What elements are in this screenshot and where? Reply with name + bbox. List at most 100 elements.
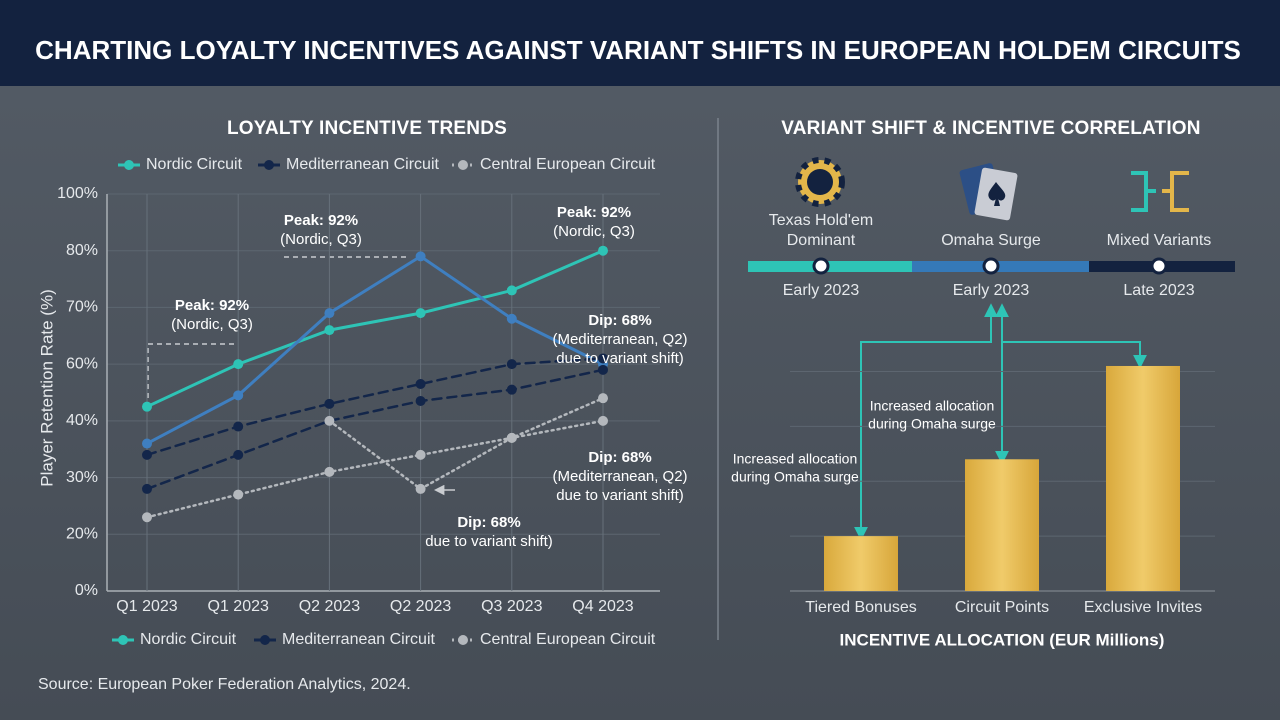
legend-label: Central European Circuit: [480, 156, 656, 173]
annotation-text: (Mediterranean, Q2): [552, 331, 687, 348]
cards-icon: [959, 163, 1018, 221]
annotation-text: (Nordic, Q3): [280, 231, 362, 248]
annotation-text: due to variant shift): [556, 350, 684, 367]
x-tick-label: Q2 2023: [390, 598, 451, 615]
y-tick-label: 100%: [57, 185, 98, 202]
data-point: [324, 466, 335, 477]
data-point: [233, 421, 244, 432]
x-tick-label: Q3 2023: [481, 598, 542, 615]
annotation-title: Dip: 68%: [457, 514, 520, 531]
data-point: [415, 449, 426, 460]
data-point: [142, 512, 152, 523]
y-tick-label: 40%: [66, 412, 98, 429]
y-tick-label: 60%: [66, 355, 98, 372]
legend-marker: [264, 160, 274, 170]
data-point: [142, 449, 152, 460]
x-axis-label: INCENTIVE ALLOCATION (EUR Millions): [840, 630, 1165, 649]
annotation-text: (Nordic, Q3): [553, 223, 635, 240]
data-point: [598, 245, 608, 256]
data-point: [506, 384, 517, 395]
annotation-title: Peak: 92%: [284, 212, 358, 229]
data-point: [598, 393, 608, 404]
stage-label: Texas Hold'em: [769, 212, 873, 229]
data-point: [142, 401, 152, 412]
annotation-title: Dip: 68%: [588, 449, 651, 466]
annotation-text: (Mediterranean, Q2): [552, 468, 687, 485]
data-point: [415, 251, 426, 262]
data-point: [598, 353, 608, 364]
left-connectors: [147, 256, 455, 496]
connectors: [854, 303, 1147, 541]
series-line: [328, 396, 605, 491]
header-band: [0, 0, 1280, 86]
legend-label: Nordic Circuit: [140, 631, 237, 648]
series-line: [145, 368, 605, 491]
data-point: [142, 483, 152, 494]
legend-marker: [458, 635, 468, 645]
mixed-icon: [1131, 171, 1189, 212]
data-point: [415, 378, 426, 389]
data-point: [415, 396, 426, 407]
page-title: CHARTING LOYALTY INCENTIVES AGAINST VARI…: [35, 35, 1241, 65]
timeline: [748, 257, 1235, 275]
series-line: [145, 249, 605, 409]
legend-marker: [118, 635, 128, 645]
data-point: [324, 308, 335, 319]
legend-label: Mediterranean Circuit: [282, 631, 436, 648]
bar: [824, 536, 898, 591]
data-point: [506, 313, 517, 324]
series-line: [145, 419, 605, 519]
annotation-text: during Omaha surge: [868, 416, 996, 432]
annotation-text: due to variant shift): [556, 487, 684, 504]
annotation-text: due to variant shift): [425, 533, 553, 550]
legend-label: Central European Circuit: [480, 631, 656, 648]
y-axis-label: Player Retention Rate (%): [37, 289, 56, 486]
data-point: [233, 489, 244, 500]
source: Source: European Poker Federation Analyt…: [38, 676, 411, 693]
series-line: [145, 357, 605, 457]
y-tick-label: 70%: [66, 299, 98, 316]
stage-date: Early 2023: [783, 282, 860, 299]
data-point: [598, 415, 608, 426]
stage-date: Early 2023: [953, 282, 1030, 299]
annotation-text: Increased allocation: [733, 451, 858, 467]
stage-date: Late 2023: [1123, 282, 1194, 299]
y-tick-label: 20%: [66, 526, 98, 543]
data-point: [233, 390, 244, 401]
legend-marker: [458, 160, 468, 170]
x-tick-label: Q1 2023: [208, 598, 269, 615]
annotation-title: Peak: 92%: [557, 204, 631, 221]
annotation-text: (Nordic, Q3): [171, 316, 253, 333]
annotation-title: Peak: 92%: [175, 297, 249, 314]
x-tick-label: Q1 2023: [116, 598, 177, 615]
legend-marker: [124, 160, 134, 170]
data-point: [506, 432, 517, 443]
y-tick-label: 0%: [75, 582, 98, 599]
x-tick-label: Tiered Bonuses: [805, 599, 916, 616]
series-line: [145, 254, 605, 446]
annotation-text: during Omaha surge: [731, 469, 859, 485]
data-point: [415, 483, 426, 494]
stage-label: Dominant: [787, 232, 856, 249]
data-point: [233, 449, 244, 460]
x-tick-label: Q4 2023: [572, 598, 633, 615]
annotation-text: Increased allocation: [870, 398, 995, 414]
data-point: [324, 415, 335, 426]
data-point: [324, 398, 335, 409]
data-point: [506, 285, 517, 296]
right-title: VARIANT SHIFT & INCENTIVE CORRELATION: [781, 118, 1200, 139]
x-tick-label: Circuit Points: [955, 599, 1049, 616]
data-point: [233, 359, 244, 370]
legend-label: Nordic Circuit: [146, 156, 243, 173]
data-point: [415, 308, 426, 319]
annotation-title: Dip: 68%: [588, 312, 651, 329]
y-tick-label: 80%: [66, 242, 98, 259]
legend-marker: [260, 635, 270, 645]
left-title: LOYALTY INCENTIVE TRENDS: [227, 118, 507, 139]
data-point: [506, 359, 517, 370]
y-tick-label: 30%: [66, 469, 98, 486]
data-point: [142, 438, 152, 449]
bar: [1106, 365, 1180, 591]
